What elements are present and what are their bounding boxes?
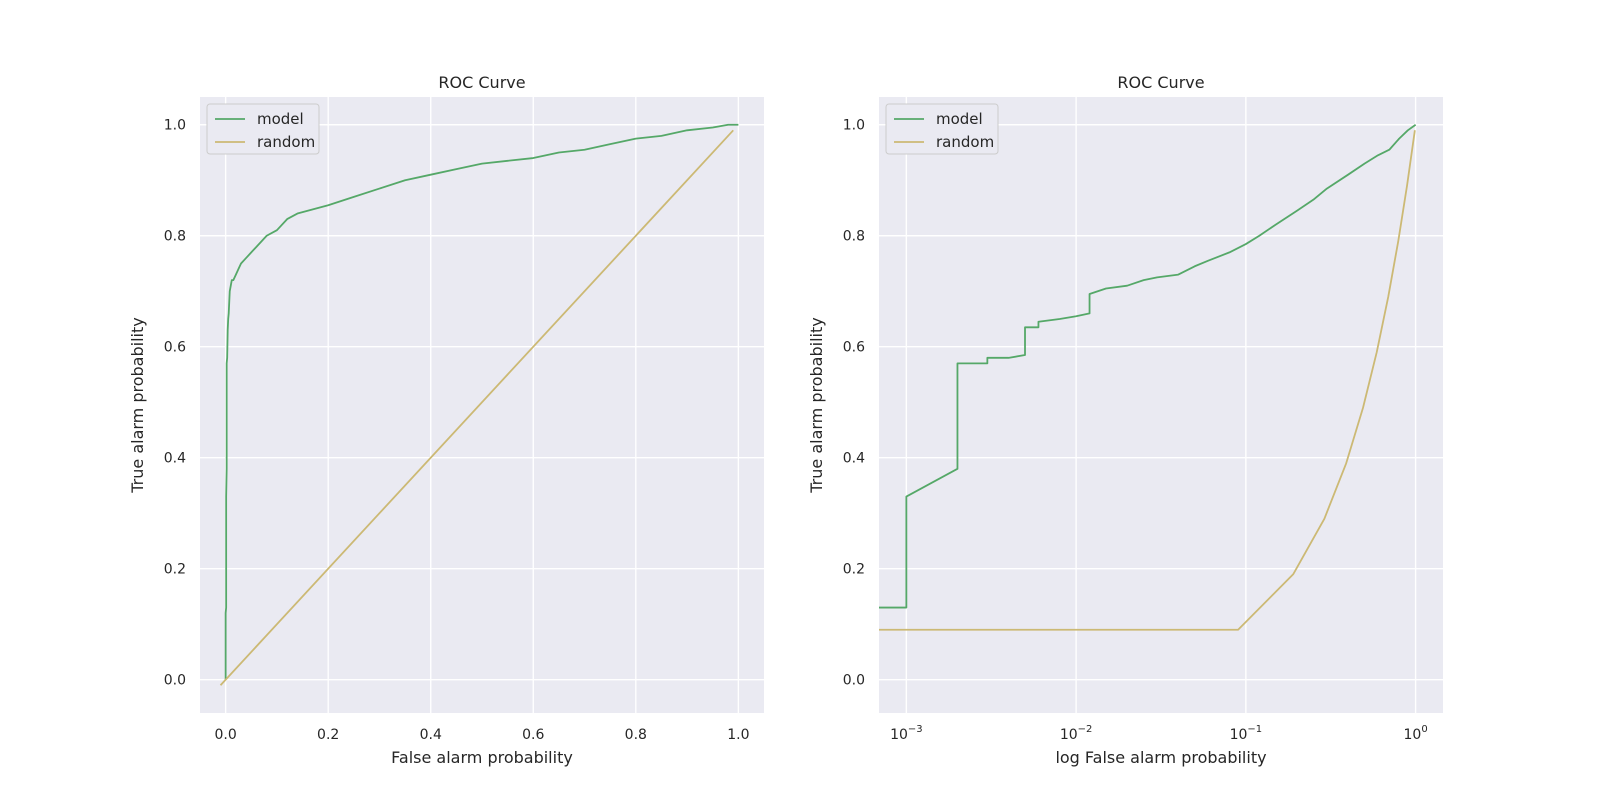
chart1-x-axis-label: False alarm probability [391,748,573,767]
chart1-legend: model random [206,103,320,155]
chart1-series-model-line [224,123,739,680]
chart2-legend-label-random: random [936,133,994,151]
chart1-title: ROC Curve [438,73,525,92]
chart2-y-tick-label: 0.6 [843,340,865,356]
chart1-y-tick-label: 0.8 [164,229,186,245]
chart2-x-tick-base: 10 [1060,727,1078,743]
chart2-legend-label-model: model [936,110,983,128]
chart1-x-tick-label: 0.0 [215,727,237,743]
chart2-x-tick-label: 100 [1404,724,1428,743]
chart2-x-tick-label: 10−2 [1060,724,1093,743]
chart2-y-tick-label: 0.8 [843,229,865,245]
chart1-series-random-line [219,129,734,686]
chart1-x-tick-label: 0.4 [420,727,442,743]
chart1-x-tick-label: 0.8 [625,727,647,743]
chart1-x-tick-label: 1.0 [727,727,749,743]
chart2-x-tick-exponent: −2 [1078,724,1093,735]
chart2-y-tick-label: 1.0 [843,118,865,134]
chart2-series-model-line [879,124,1417,609]
chart2-x-tick-label: 10−1 [1230,724,1263,743]
chart2-x-tick-exponent: −1 [1247,724,1262,735]
chart2-series-random-line [879,130,1416,631]
chart2-legend: model random [885,103,999,155]
chart1-y-tick-label: 0.4 [164,451,186,467]
chart1-y-tick-label: 0.6 [164,340,186,356]
chart2-x-tick-exponent: −3 [908,724,923,735]
chart2-y-tick-label: 0.2 [843,562,865,578]
chart1-x-tick-label: 0.2 [317,727,339,743]
chart2-x-axis-label: log False alarm probability [1055,748,1266,767]
chart2-y-axis-label: True alarm probability [807,317,826,493]
chart2-x-tick-base: 10 [890,727,908,743]
chart2-x-tick-exponent: 0 [1421,724,1427,735]
chart1-legend-label-model: model [257,110,304,128]
chart2-x-tick-base: 10 [1404,727,1422,743]
chart2-title: ROC Curve [1117,73,1204,92]
chart1-x-tick-label: 0.6 [522,727,544,743]
chart1-y-tick-label: 1.0 [164,118,186,134]
chart2-x-tick-base: 10 [1230,727,1248,743]
chart2-y-tick-label: 0.0 [843,673,865,689]
chart1-y-tick-label: 0.2 [164,562,186,578]
chart1-y-axis-label: True alarm probability [128,317,147,493]
chart2-y-tick-label: 0.4 [843,451,865,467]
chart2-plot-area [879,97,1443,713]
chart1-y-tick-label: 0.0 [164,673,186,689]
chart1-panel: 0.0 0.2 0.4 0.6 0.8 1.0 0.0 0.2 0.4 0.6 0.8 1.0 ROC … [128,73,764,767]
chart1-legend-label-random: random [257,133,315,151]
chart2-x-tick-label: 10−3 [890,724,923,743]
